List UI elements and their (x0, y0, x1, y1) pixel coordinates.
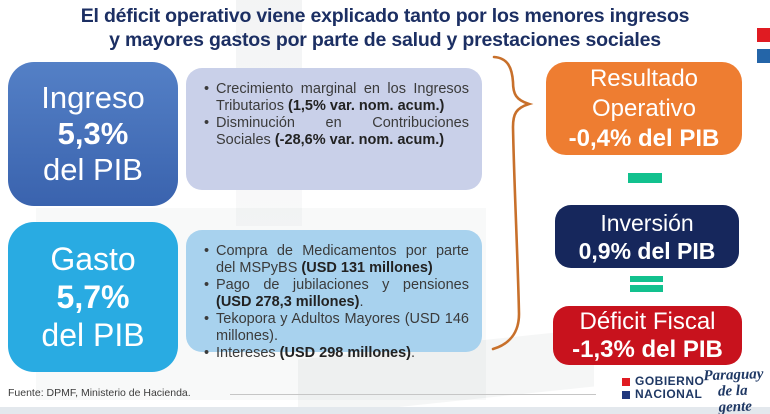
inversion-label: Inversión (600, 209, 694, 236)
bullet-bold-text: (USD 278,3 millones) (216, 294, 360, 310)
paraguay-tagline: Paraguay de la gente (703, 366, 770, 414)
logo-row: NACIONAL (622, 388, 704, 401)
equals-operator-icon (630, 275, 663, 282)
bullet-text: . (359, 294, 364, 310)
bullet-text: . (411, 345, 416, 361)
slide-title-line2: y mayores gastos por parte de salud y pr… (109, 29, 661, 51)
deficit-label: Déficit Fiscal (579, 307, 716, 335)
gasto-label: Gasto (50, 241, 136, 277)
bullet-text: Compra de Medicamentos por parte del MSP… (216, 243, 469, 276)
resultado-operativo-box: Resultado Operativo -0,4% del PIB (546, 62, 742, 155)
bullet-text: Intereses (216, 345, 280, 361)
minus-operator-icon (628, 173, 662, 183)
logo-text-nacional: NACIONAL (635, 387, 703, 401)
bullet-bold-text: (-28,6% var. nom. acum.) (274, 132, 445, 148)
gasto-details-box: Compra de Medicamentos por parte del MSP… (186, 230, 482, 362)
gasto-unit: del PIB (41, 317, 145, 353)
deficit-value: -1,3% del PIB (572, 335, 723, 363)
red-square-icon (622, 377, 630, 386)
list-item: Disminución en Contribuciones Sociales (… (204, 115, 469, 149)
bullet-bold-text: (USD 131 millones) (301, 260, 433, 276)
bottom-edge-strip (0, 407, 770, 414)
logo-row: GOBIERNO (622, 375, 704, 388)
list-item: Tekopora y Adultos Mayores (USD 146 mill… (204, 311, 469, 345)
operativo-label-line1: Resultado (589, 64, 699, 92)
inversion-box: Inversión 0,9% del PIB (555, 205, 739, 268)
bullet-text: Tekopora y Adultos Mayores (USD 146 mill… (216, 311, 469, 344)
gasto-box: Gasto 5,7% del PIB (8, 222, 178, 372)
equals-operator-icon (630, 285, 663, 292)
tagline-line1: Paraguay (703, 366, 764, 385)
slide-title: El déficit operativo viene explicado tan… (0, 4, 770, 52)
ingreso-label: Ingreso (41, 80, 145, 115)
slide-title-line1: El déficit operativo viene explicado tan… (80, 5, 690, 27)
operativo-value: -0,4% del PIB (568, 124, 720, 152)
ingreso-details-list: Crecimiento marginal en los Ingresos Tri… (204, 81, 469, 149)
inversion-value: 0,9% del PIB (578, 237, 716, 264)
list-item: Compra de Medicamentos por parte del MSP… (204, 243, 469, 277)
bullet-text: Disminución en Contribuciones Sociales (216, 115, 469, 148)
corner-red-square-icon (757, 28, 770, 42)
bullet-bold-text: (1,5% var. nom. acum.) (287, 98, 445, 114)
gasto-value: 5,7% (56, 279, 130, 315)
ingreso-unit: del PIB (43, 152, 143, 187)
footer-divider (230, 394, 596, 395)
list-item: Intereses (USD 298 millones). (204, 345, 469, 362)
operativo-label-line2: Operativo (591, 94, 697, 122)
source-note: Fuente: DPMF, Ministerio de Hacienda. (8, 387, 191, 399)
list-item: Crecimiento marginal en los Ingresos Tri… (204, 81, 469, 115)
bullet-text: Pago de jubilaciones y pensiones (216, 277, 469, 293)
ingreso-box: Ingreso 5,3% del PIB (8, 62, 178, 206)
bullet-bold-text: (USD 298 millones) (279, 345, 412, 361)
bullet-text: Crecimiento marginal en los Ingresos Tri… (216, 81, 469, 114)
list-item: Pago de jubilaciones y pensiones (USD 27… (204, 277, 469, 311)
logo-text-gobierno: GOBIERNO (635, 374, 705, 388)
corner-blue-square-icon (757, 49, 770, 63)
curly-brace-icon (491, 55, 534, 351)
deficit-fiscal-box: Déficit Fiscal -1,3% del PIB (553, 306, 742, 365)
ingreso-value: 5,3% (57, 116, 129, 151)
gasto-details-list: Compra de Medicamentos por parte del MSP… (204, 243, 469, 362)
gobierno-nacional-logo: GOBIERNO NACIONAL (622, 375, 704, 401)
blue-square-icon (622, 390, 630, 399)
ingreso-details-box: Crecimiento marginal en los Ingresos Tri… (186, 68, 482, 190)
tagline-line2: de la gente (717, 382, 753, 414)
